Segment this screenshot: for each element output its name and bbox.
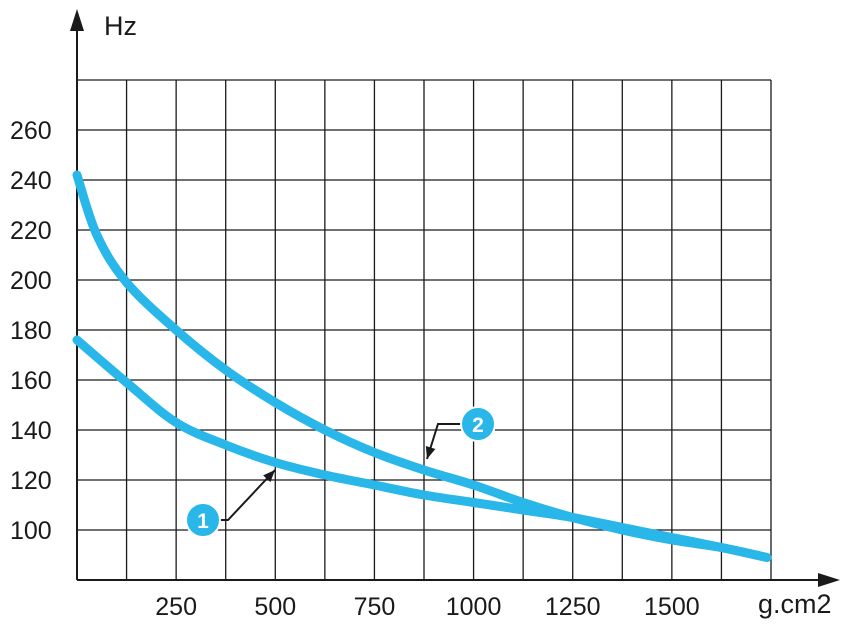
series-line-1 (72, 335, 772, 562)
x-axis-unit: g.cm2 (758, 589, 832, 619)
annotation-badge-1 (185, 502, 221, 538)
x-tick-label: 750 (354, 593, 396, 621)
x-tick-label: 250 (155, 593, 197, 621)
annotation-arrow-icon (425, 446, 436, 459)
y-axis-unit: Hz (104, 11, 137, 41)
x-tick-label: 500 (254, 593, 296, 621)
x-tick-label: 1000 (446, 593, 502, 621)
y-tick-label: 200 (10, 267, 52, 295)
y-tick-label: 240 (10, 167, 52, 195)
annotation-badge-label: 2 (472, 414, 484, 437)
annotation-badge-2 (460, 406, 496, 442)
y-tick-label: 120 (10, 467, 52, 495)
annotation-badge-label: 1 (197, 510, 209, 533)
x-tick-label: 1250 (545, 593, 601, 621)
y-tick-label: 100 (10, 517, 52, 545)
y-tick-label: 260 (10, 117, 52, 145)
x-tick-label: 1500 (644, 593, 700, 621)
y-tick-label: 140 (10, 417, 52, 445)
series-line-2 (72, 170, 772, 562)
annotation-arrow-icon (263, 470, 275, 483)
grid (77, 79, 772, 580)
y-tick-label: 160 (10, 367, 52, 395)
x-axis-arrow-icon (818, 573, 840, 587)
series-group (72, 170, 772, 562)
y-tick-label: 180 (10, 317, 52, 345)
y-axis-arrow-icon (70, 9, 84, 31)
annotations: 12 (185, 406, 496, 538)
axes (70, 9, 840, 587)
tick-labels: 100 120 140 160 180 200 220 240 260 250 500 750 1000… (10, 117, 700, 621)
y-tick-label: 220 (10, 217, 52, 245)
